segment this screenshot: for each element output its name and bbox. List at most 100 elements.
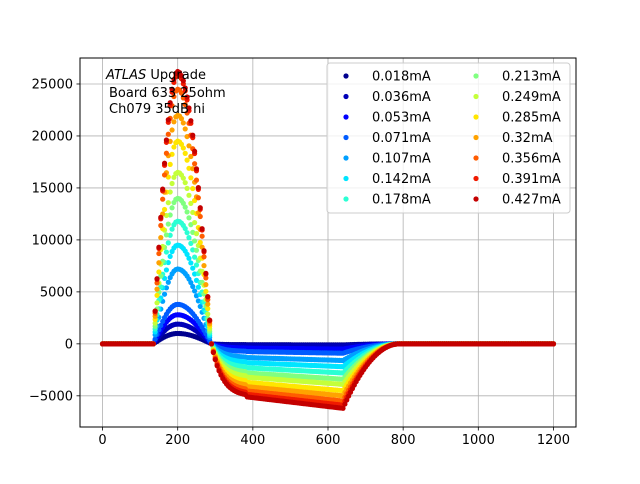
data-point bbox=[203, 288, 209, 294]
data-point bbox=[152, 308, 158, 314]
y-tick-label: 10000 bbox=[32, 233, 73, 248]
data-point bbox=[188, 279, 194, 286]
legend-item: 0.285mA bbox=[473, 111, 561, 126]
data-point bbox=[201, 254, 207, 260]
data-point bbox=[161, 160, 168, 166]
data-point bbox=[165, 131, 171, 137]
legend-label: 0.213mA bbox=[502, 70, 561, 85]
legend-label: 0.249mA bbox=[502, 90, 561, 105]
data-point bbox=[171, 144, 177, 150]
x-tick-label: 600 bbox=[316, 433, 341, 448]
legend-marker bbox=[473, 114, 479, 120]
data-point bbox=[158, 273, 164, 279]
data-point bbox=[154, 286, 160, 292]
data-point bbox=[158, 234, 164, 241]
data-point bbox=[161, 291, 168, 297]
data-point bbox=[186, 255, 192, 261]
data-point bbox=[156, 250, 162, 257]
data-point bbox=[165, 240, 171, 246]
legend-marker bbox=[473, 73, 479, 79]
data-point bbox=[154, 300, 160, 306]
legend-item: 0.356mA bbox=[473, 152, 561, 167]
data-point bbox=[158, 222, 164, 229]
data-point bbox=[205, 311, 211, 317]
legend-marker bbox=[473, 196, 479, 202]
x-tick-label: 400 bbox=[240, 433, 265, 448]
data-point bbox=[186, 215, 192, 221]
legend: 0.018mA 0.036mA 0.053mA 0.071mA 0.107mA 0.142… bbox=[326, 62, 571, 214]
data-point bbox=[195, 185, 201, 191]
data-point bbox=[163, 137, 170, 143]
data-point bbox=[184, 185, 190, 192]
data-point bbox=[169, 205, 175, 211]
data-point bbox=[178, 73, 185, 79]
data-point bbox=[205, 306, 211, 312]
legend-marker bbox=[473, 93, 479, 100]
legend-item: 0.32mA bbox=[473, 131, 553, 146]
legend-label: 0.32mA bbox=[502, 131, 553, 146]
series-13-points bbox=[99, 68, 557, 411]
legend-label: 0.178mA bbox=[372, 193, 431, 208]
data-point bbox=[184, 251, 190, 257]
data-point bbox=[163, 249, 170, 255]
data-point bbox=[184, 94, 190, 100]
x-tick-label: 1200 bbox=[537, 433, 570, 448]
data-point bbox=[205, 293, 211, 300]
x-tick-label: 1000 bbox=[462, 433, 495, 448]
data-point bbox=[165, 221, 171, 227]
data-point bbox=[340, 405, 346, 411]
data-point bbox=[212, 357, 218, 363]
data-point bbox=[193, 231, 200, 237]
data-point bbox=[165, 259, 171, 266]
x-tick-label: 200 bbox=[165, 433, 190, 448]
legend-item: 0.213mA bbox=[473, 70, 561, 85]
data-point bbox=[160, 186, 166, 192]
legend-label: 0.071mA bbox=[372, 131, 431, 146]
data-point bbox=[192, 148, 198, 154]
legend-marker bbox=[473, 175, 479, 182]
legend-entries: 0.018mA 0.036mA 0.053mA 0.071mA 0.107mA 0.142… bbox=[343, 70, 561, 208]
data-point bbox=[186, 165, 192, 171]
data-point bbox=[167, 100, 173, 106]
legend-label: 0.018mA bbox=[372, 70, 431, 85]
data-point bbox=[192, 288, 198, 294]
y-tick-label: 20000 bbox=[32, 129, 73, 144]
data-point bbox=[199, 233, 205, 239]
data-point bbox=[156, 269, 162, 275]
data-point bbox=[163, 150, 170, 156]
data-point bbox=[182, 225, 188, 232]
y-tick-label: 15000 bbox=[32, 181, 73, 196]
data-point bbox=[154, 276, 160, 282]
data-point bbox=[171, 76, 177, 83]
data-point bbox=[180, 120, 186, 126]
data-point bbox=[167, 253, 173, 260]
data-point bbox=[169, 127, 175, 133]
y-tick-label: 5000 bbox=[40, 285, 73, 300]
data-point bbox=[167, 189, 173, 195]
data-point bbox=[197, 303, 203, 310]
data-point bbox=[161, 206, 168, 213]
data-point bbox=[214, 363, 220, 369]
data-point bbox=[184, 230, 190, 236]
y-tick-label: 25000 bbox=[32, 77, 73, 92]
data-point bbox=[182, 85, 188, 91]
data-point bbox=[186, 235, 192, 241]
data-point bbox=[193, 277, 200, 283]
data-point bbox=[156, 260, 162, 266]
x-tick-label: 0 bbox=[98, 433, 106, 448]
data-point bbox=[169, 180, 175, 187]
data-point bbox=[158, 322, 164, 329]
data-point bbox=[190, 247, 196, 253]
data-point bbox=[193, 262, 200, 268]
legend-item: 0.391mA bbox=[473, 172, 561, 187]
data-point bbox=[169, 86, 175, 92]
data-point bbox=[197, 205, 203, 211]
data-point bbox=[193, 247, 200, 253]
data-point bbox=[203, 270, 209, 276]
legend-marker bbox=[343, 114, 349, 120]
data-point bbox=[342, 401, 348, 407]
data-point bbox=[163, 285, 170, 291]
legend-item: 0.018mA bbox=[343, 70, 431, 85]
data-point bbox=[171, 93, 177, 100]
legend-item: 0.107mA bbox=[343, 152, 431, 167]
